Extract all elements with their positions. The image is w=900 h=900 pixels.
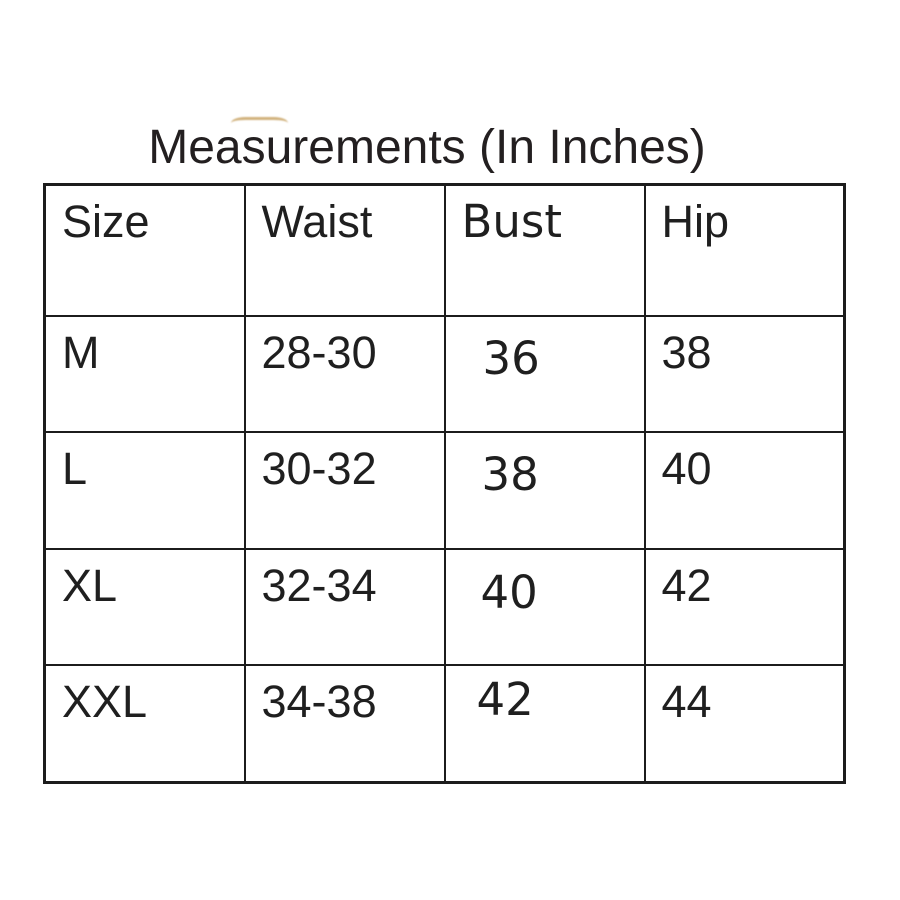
column-header-hip: Hip [643,183,846,317]
page-title: Measurements (In Inches) [148,121,706,174]
table-row-xl: XL 32-34 40 42 [43,547,846,666]
table-header-row: Size Waist Bust Hip [43,183,846,317]
size-cell: L [43,430,246,550]
size-cell: M [43,314,246,433]
column-header-bust: Bust [443,183,646,317]
size-cell: XL [43,547,246,666]
hip-cell: 44 [643,663,846,784]
waist-cell: 28-30 [243,314,446,433]
waist-cell: 32-34 [243,547,446,666]
smudge-mark [231,117,288,129]
measurements-table: Size Waist Bust Hip M 28-30 36 38 L 30-3… [43,183,846,784]
bust-cell: 38 [443,430,646,550]
waist-cell: 34-38 [243,663,446,784]
table-row-l: L 30-32 38 40 [43,430,846,550]
column-header-size: Size [43,183,246,317]
waist-cell: 30-32 [243,430,446,550]
size-cell: XXL [43,663,246,784]
column-header-waist: Waist [243,183,446,317]
hip-cell: 42 [643,547,846,666]
bust-cell: 36 [443,314,646,433]
hip-cell: 40 [643,430,846,550]
bust-cell: 40 [443,547,646,666]
table-row-m: M 28-30 36 38 [43,314,846,433]
table-row-xxl: XXL 34-38 42 44 [43,663,846,784]
hip-cell: 38 [643,314,846,433]
bust-cell: 42 [443,663,646,784]
